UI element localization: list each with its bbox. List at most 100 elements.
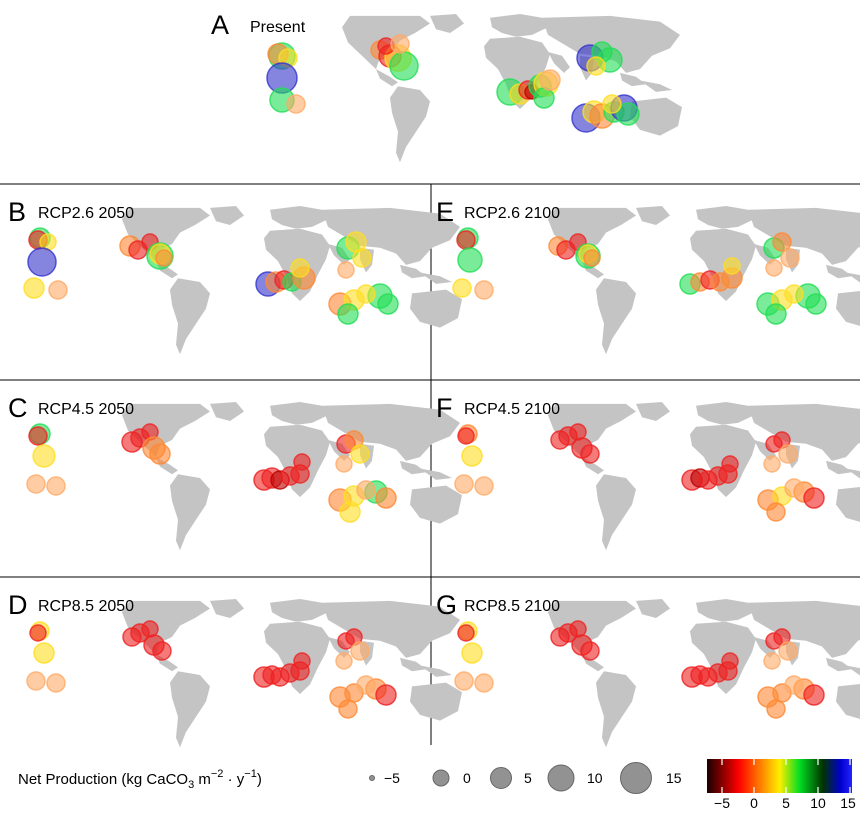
panel-e-landmass-12 xyxy=(636,206,670,225)
panel-f-map xyxy=(454,402,860,551)
size-legend-circle-1 xyxy=(369,775,375,781)
panel-g-landmass-11 xyxy=(836,683,860,719)
panel-c-landmass-12 xyxy=(210,402,244,421)
panel-f-reef-bubble xyxy=(766,502,786,522)
panel-g-reef-bubble xyxy=(721,652,739,670)
panel-a-landmass-10 xyxy=(640,80,672,92)
panel-g-label: RCP8.5 2100 xyxy=(464,598,560,615)
panel-f-landmass-4 xyxy=(696,402,754,425)
panel-f-reef-bubble xyxy=(721,455,739,473)
panel-c-map xyxy=(26,402,462,551)
panel-e-landmass-11 xyxy=(836,290,860,326)
panel-c-landmass-9 xyxy=(400,460,426,475)
color-tick-1: −5 xyxy=(714,795,730,811)
panel-f-reef-bubble xyxy=(580,444,600,464)
panel-b-reef-bubble xyxy=(377,293,399,315)
panel-b-letter: B xyxy=(8,197,26,227)
panel-e-reef-bubble xyxy=(583,249,601,267)
panel-b-landmass-9 xyxy=(400,264,426,279)
panel-f-landmass-12 xyxy=(636,402,670,421)
panel-g-landmass-12 xyxy=(636,599,670,618)
panel-e-landmass-3 xyxy=(596,278,636,355)
panel-g-reef-bubble xyxy=(778,641,798,661)
size-legend-tick-2: 0 xyxy=(463,770,471,786)
panel-e-reef-bubble xyxy=(456,230,476,250)
panel-c-landmass-5 xyxy=(322,403,460,461)
panel-e-reef-bubble xyxy=(474,280,494,300)
panel-a-landmass-4 xyxy=(490,14,548,37)
panel-b-landmass-3 xyxy=(170,278,210,355)
panel-g-landmass-3 xyxy=(596,671,636,748)
panel-f-reef-bubble xyxy=(784,478,804,498)
panel-e-reef-bubble xyxy=(452,278,472,298)
panel-c-letter: C xyxy=(8,393,28,423)
panel-b-landmass-10 xyxy=(420,272,452,284)
panel-c-reef-bubble xyxy=(356,480,376,500)
panel-e-landmass-5 xyxy=(748,207,860,265)
panel-f-reef-bubble xyxy=(803,487,825,509)
panel-c-reef-bubble xyxy=(293,453,311,471)
panel-e-letter: E xyxy=(436,197,454,227)
panel-d-map xyxy=(26,599,462,748)
panel-c-reef-bubble xyxy=(335,455,353,473)
size-legend-tick-5: 15 xyxy=(666,770,682,786)
panel-d-landmass-3 xyxy=(170,671,210,748)
size-legend-title: Net Production (kg CaCO3 m−2 · y−1) xyxy=(18,768,262,791)
size-legend-tick-3: 5 xyxy=(524,770,532,786)
panel-b-landmass-12 xyxy=(210,206,244,225)
panel-g-reef-bubble xyxy=(474,673,494,693)
panel-d-landmass-11 xyxy=(410,682,462,721)
panel-c-reef-bubble xyxy=(46,476,66,496)
panel-a-letter: A xyxy=(211,10,229,40)
panel-d-reef-bubble xyxy=(29,624,47,642)
panel-c-reef-bubble xyxy=(350,444,370,464)
panel-b-reef-bubble xyxy=(290,258,310,278)
panel-d-landmass-12 xyxy=(210,599,244,618)
panel-b-reef-bubble xyxy=(356,284,376,304)
panel-a-landmass-11 xyxy=(630,97,682,136)
panel-a-landmass-9 xyxy=(620,72,646,87)
panel-g-reef-bubble xyxy=(457,624,475,642)
panel-c-reef-bubble xyxy=(28,426,48,446)
panel-a-reef-bubble xyxy=(390,34,410,54)
panel-e-landmass-7 xyxy=(754,244,776,265)
panel-f-label: RCP4.5 2100 xyxy=(464,401,560,418)
panel-b-landmass-5 xyxy=(322,207,460,265)
panel-f-landmass-11 xyxy=(836,486,860,522)
panel-e-reef-bubble xyxy=(772,232,792,252)
panel-e-reef-bubble xyxy=(765,303,787,325)
panel-e-landmass-4 xyxy=(696,206,754,229)
size-legend-circle-3 xyxy=(490,767,512,789)
panel-a-map xyxy=(266,14,682,163)
panel-a-reef-bubble xyxy=(616,102,640,126)
panel-a-reef-bubble xyxy=(602,94,622,114)
size-legend-circle-5 xyxy=(620,762,652,794)
panel-e-reef-bubble xyxy=(784,284,804,304)
panel-g-landmass-5 xyxy=(748,600,860,658)
panel-f-landmass-9 xyxy=(826,460,852,475)
panel-g-landmass-9 xyxy=(826,657,852,672)
panel-e-label: RCP2.6 2100 xyxy=(464,205,560,222)
panel-d-reef-bubble xyxy=(338,699,358,719)
panel-b-landmass-4 xyxy=(270,206,328,229)
size-legend-circle-4 xyxy=(547,764,575,792)
panel-e-reef-bubble xyxy=(805,293,827,315)
panel-c-label: RCP4.5 2050 xyxy=(38,401,134,418)
color-tick-4: 10 xyxy=(810,795,826,811)
panel-b-reef-bubble xyxy=(48,280,68,300)
panel-a-reef-bubble xyxy=(389,51,419,81)
panel-d-reef-bubble xyxy=(350,641,370,661)
panel-f-letter: F xyxy=(436,393,453,423)
panel-e-reef-bubble xyxy=(457,247,483,273)
panel-f-landmass-3 xyxy=(596,474,636,551)
panel-d-landmass-5 xyxy=(322,600,460,658)
size-legend: Net Production (kg CaCO3 m−2 · y−1) −5 0… xyxy=(18,762,682,794)
panel-c-landmass-11 xyxy=(410,485,462,524)
panel-d-letter: D xyxy=(8,590,28,620)
color-tick-2: 0 xyxy=(750,795,758,811)
panel-g-reef-bubble xyxy=(803,684,825,706)
panel-b-map xyxy=(23,206,462,355)
panel-b-reef-bubble xyxy=(352,248,372,268)
panel-c-reef-bubble xyxy=(375,487,397,509)
